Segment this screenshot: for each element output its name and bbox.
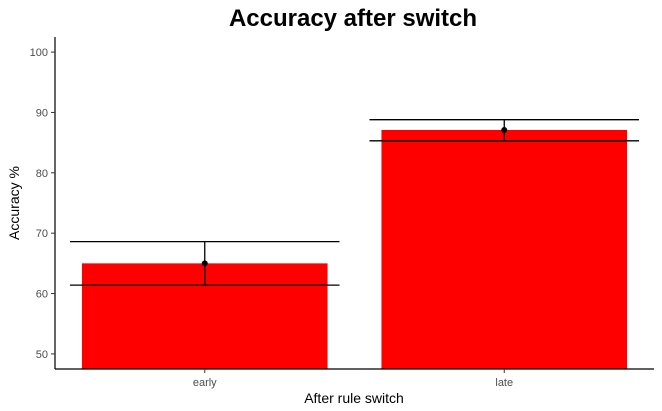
mean-point-early <box>201 260 208 267</box>
x-axis-title: After rule switch <box>304 390 404 406</box>
y-tick-label-80: 80 <box>36 168 48 180</box>
chart-title: Accuracy after switch <box>229 5 477 32</box>
x-tick-label-early: early <box>193 377 217 389</box>
mean-points-group <box>201 126 508 267</box>
x-ticks-group: early late <box>193 369 513 389</box>
bars-group <box>81 129 628 369</box>
y-tick-label-90: 90 <box>36 107 48 119</box>
y-tick-label-50: 50 <box>36 349 48 361</box>
bar-late <box>381 129 628 369</box>
y-axis-title: Accuracy % <box>6 166 22 240</box>
x-tick-label-late: late <box>495 377 513 389</box>
y-tick-label-70: 70 <box>36 228 48 240</box>
y-tick-label-100: 100 <box>30 47 48 59</box>
y-tick-label-60: 60 <box>36 289 48 301</box>
y-ticks-group: 50 60 70 80 90 100 <box>30 47 55 361</box>
mean-point-late <box>501 126 508 133</box>
